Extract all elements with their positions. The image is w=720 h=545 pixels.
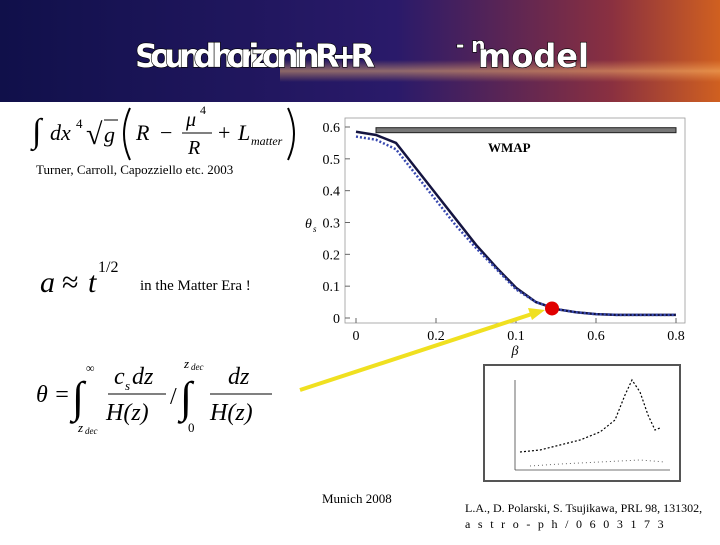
arrow-head <box>528 308 545 320</box>
y-tick-label: 0 <box>333 312 340 327</box>
sqrt: √ <box>86 118 103 151</box>
title-end: model <box>478 37 589 75</box>
measure: dx <box>50 120 71 145</box>
header-band <box>0 0 720 102</box>
integral-1: ∫ <box>69 373 87 424</box>
den: R <box>187 137 200 159</box>
reference: L.A., D. Polarski, S. Tsujikawa, PRL 98,… <box>465 501 702 515</box>
highlight-point <box>545 301 559 316</box>
y-tick-label: 0.6 <box>323 121 341 136</box>
title-main: Sound horizon in R+R <box>135 37 375 75</box>
slash: / <box>170 384 177 410</box>
header-glow <box>280 60 720 82</box>
lower-1-sub: dec <box>85 426 98 436</box>
paren-left <box>123 107 131 161</box>
approx: ≈ <box>62 266 78 299</box>
num-1: c <box>114 364 125 390</box>
den-1: H(z) <box>105 400 149 426</box>
scale-factor: a ≈ t 1/2 <box>40 259 118 299</box>
upper-2-sub: dec <box>191 362 204 372</box>
annotation: WMAP <box>488 140 531 155</box>
action-formula: ∫ dx 4 √ g R − μ 4 R + L matter <box>30 103 295 161</box>
L: L <box>237 120 250 145</box>
mu-power: 4 <box>200 103 206 117</box>
arrow <box>299 311 536 392</box>
t: t <box>88 266 97 299</box>
plus: + <box>218 120 230 145</box>
inset-frame <box>483 364 681 482</box>
x-tick-label: 0 <box>353 329 360 344</box>
y-axis-label: θ <box>305 217 312 232</box>
a: a <box>40 266 55 299</box>
g: g <box>104 122 115 147</box>
inset-curve <box>529 459 666 467</box>
inset-curve <box>519 378 661 453</box>
venue: Munich 2008 <box>322 491 392 506</box>
power: 4 <box>76 116 83 131</box>
y-axis-label-sub: s <box>313 224 317 234</box>
x-tick-label: 0.8 <box>667 329 685 344</box>
mu: μ <box>185 109 196 131</box>
x-tick-label: 0.6 <box>587 329 605 344</box>
x-tick-label: 0.2 <box>427 329 445 344</box>
y-tick-label: 0.4 <box>323 185 341 200</box>
lower-2: 0 <box>188 420 195 435</box>
y-tick-label: 0.1 <box>323 280 341 295</box>
inset-plot <box>483 364 681 482</box>
num-1-sub: s <box>125 378 130 393</box>
num-2: dz <box>228 364 250 390</box>
paren-right <box>287 107 295 161</box>
lower-1: z <box>77 420 83 435</box>
lhs: θ = <box>36 382 70 408</box>
x-axis-label: β <box>511 344 519 359</box>
arxiv: astro-ph/0603173 <box>465 517 671 531</box>
L-sub: matter <box>251 134 283 148</box>
integral-2: ∫ <box>177 373 195 424</box>
title: Sound horizon in R+R - n model <box>134 32 589 75</box>
R: R <box>135 120 150 145</box>
minus: − <box>160 120 172 145</box>
power: 1/2 <box>98 259 118 276</box>
integral: ∫ <box>30 113 44 152</box>
curve <box>355 135 676 317</box>
x-tick-label: 0.1 <box>507 329 525 344</box>
theta-formula: θ = ∫ ∞ z dec c s dz H(z) / ∫ z dec 0 dz… <box>36 356 272 436</box>
y-tick-label: 0.2 <box>323 248 341 263</box>
citation: Turner, Carroll, Capozziello etc. 2003 <box>36 162 233 177</box>
title-sup: - n <box>456 33 486 57</box>
y-tick-label: 0.3 <box>323 217 341 232</box>
era-note: in the Matter Era ! <box>140 278 251 294</box>
num-1-rest: dz <box>132 364 154 390</box>
figure: 0 0.1 0.2 0.3 0.4 0.5 0.6 0 0.2 0.1 0.6 0.8 β θ s WMAP <box>305 117 686 359</box>
wmap-band <box>375 127 677 134</box>
upper-2: z <box>183 356 189 371</box>
y-tick-label: 0.5 <box>323 153 341 168</box>
den-2: H(z) <box>209 400 253 426</box>
upper-1: ∞ <box>86 361 95 375</box>
